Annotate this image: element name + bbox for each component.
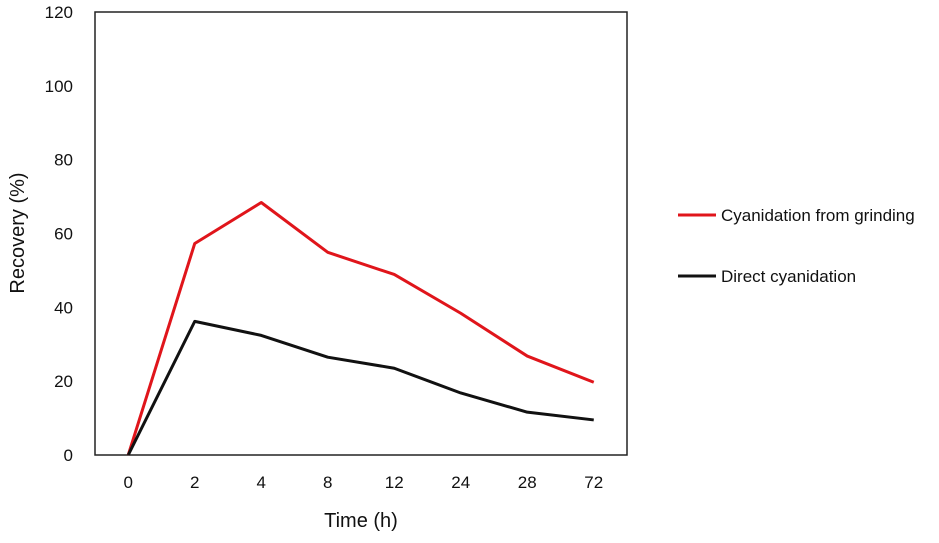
x-tick-label: 2 xyxy=(190,473,199,492)
x-tick-label: 28 xyxy=(518,473,537,492)
legend: Cyanidation from grinding Direct cyanidat… xyxy=(678,206,915,286)
x-tick-label: 8 xyxy=(323,473,332,492)
y-tick-label: 80 xyxy=(54,151,73,170)
series-line-2 xyxy=(128,321,594,455)
x-axis-label: Time (h) xyxy=(324,510,398,532)
y-tick-label: 60 xyxy=(54,225,73,244)
y-tick-label: 0 xyxy=(64,446,73,465)
series-line-1 xyxy=(128,202,594,455)
y-tick-label: 40 xyxy=(54,298,73,317)
x-tick-label: 4 xyxy=(257,473,266,492)
x-tick-label: 0 xyxy=(124,473,133,492)
x-tick-label: 12 xyxy=(385,473,404,492)
legend-label: Cyanidation from grinding xyxy=(721,206,915,225)
x-tick-label: 24 xyxy=(451,473,470,492)
y-tick-label: 100 xyxy=(45,77,73,96)
y-tick-label: 120 xyxy=(45,3,73,22)
legend-label: Direct cyanidation xyxy=(721,267,856,286)
y-tick-label: 20 xyxy=(54,372,73,391)
y-axis-label: Recovery (%) xyxy=(7,172,29,293)
plot-area-frame xyxy=(95,12,627,455)
x-tick-label: 72 xyxy=(584,473,603,492)
